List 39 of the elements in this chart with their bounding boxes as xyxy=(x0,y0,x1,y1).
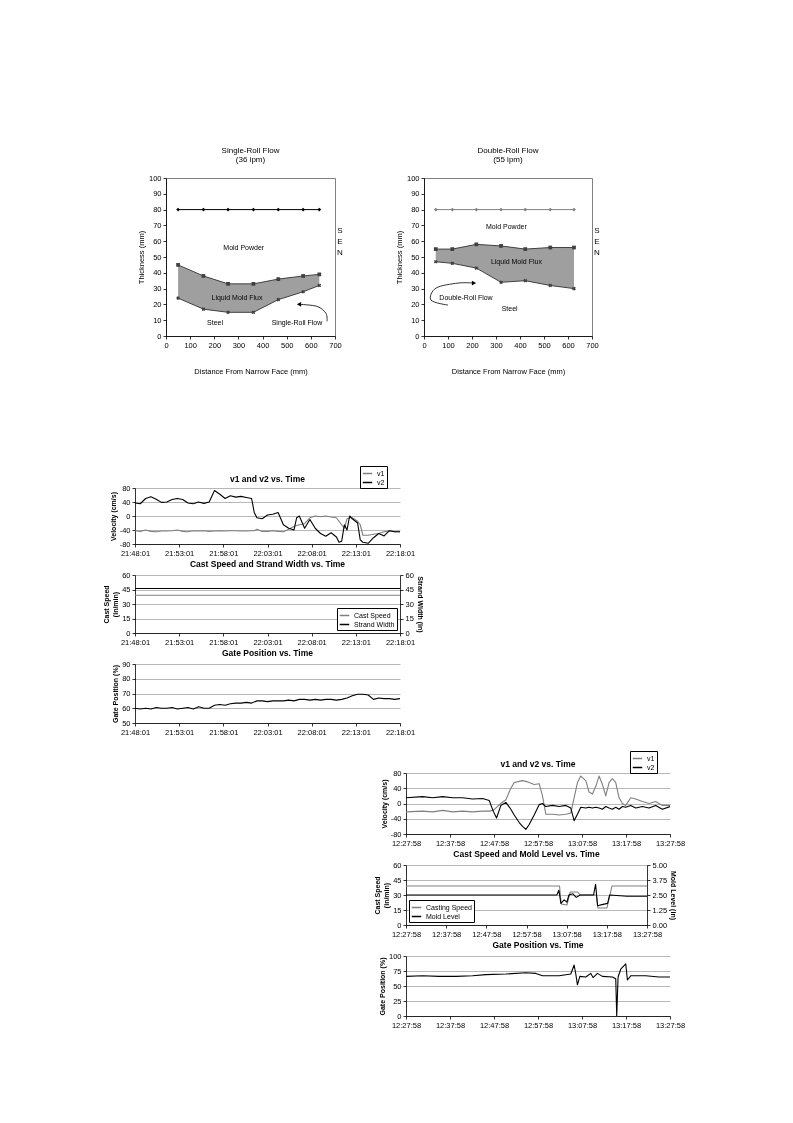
point xyxy=(433,207,438,212)
point xyxy=(176,263,180,267)
chart-title: Single-Roll Flow xyxy=(221,146,280,155)
point xyxy=(433,259,438,264)
line-series xyxy=(406,775,670,816)
point xyxy=(276,207,281,212)
point xyxy=(474,266,479,270)
point xyxy=(301,274,305,278)
point xyxy=(450,247,455,251)
point xyxy=(572,207,576,212)
chart-title: Cast Speed and Strand Width vs. Time xyxy=(189,558,346,569)
point xyxy=(176,296,180,300)
chart-title: v1 and v2 vs. Time xyxy=(500,759,576,769)
chart-subtitle: (36 ipm) xyxy=(235,155,266,164)
point xyxy=(523,247,528,251)
chart-title: Gate Position vs. Time xyxy=(221,647,314,658)
text: SEN xyxy=(337,225,344,257)
chart-title: Gate Position vs. Time xyxy=(492,939,584,950)
point xyxy=(176,207,180,212)
text: SEN xyxy=(594,225,601,257)
point xyxy=(433,247,438,251)
point xyxy=(523,278,528,283)
point xyxy=(548,207,553,212)
point xyxy=(450,261,455,266)
point xyxy=(301,289,305,294)
chart-title: Double-Roll Flow xyxy=(477,146,539,155)
point xyxy=(301,207,305,212)
point xyxy=(226,207,230,212)
point xyxy=(201,307,206,311)
point xyxy=(499,244,503,248)
point xyxy=(474,242,479,247)
point xyxy=(523,207,528,212)
point xyxy=(276,297,281,302)
chart-title: v1 and v2 vs. Time xyxy=(230,474,306,484)
point xyxy=(226,281,230,286)
point xyxy=(572,286,576,291)
chart-subtitle: (55 ipm) xyxy=(493,155,523,164)
point xyxy=(276,277,281,281)
chart-title: Cast Speed and Mold Level vs. Time xyxy=(453,848,600,859)
